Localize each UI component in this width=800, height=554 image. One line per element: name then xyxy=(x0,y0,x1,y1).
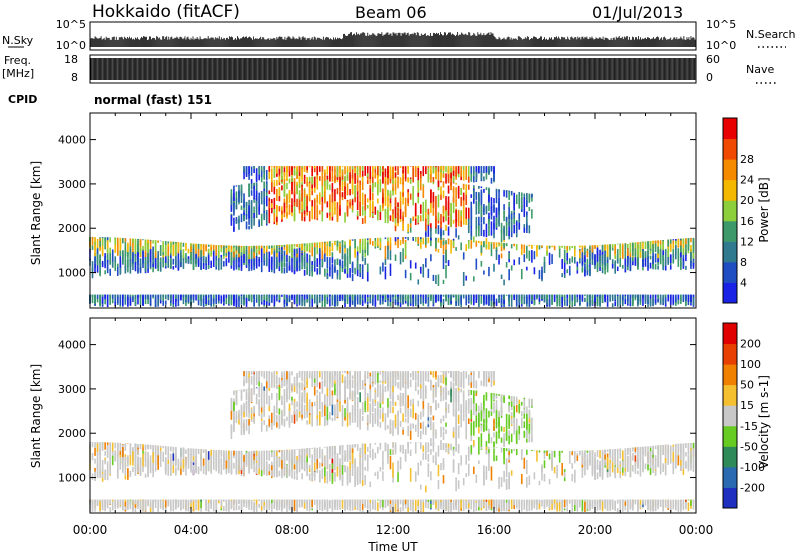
date-title: 01/Jul/2013 xyxy=(592,3,683,22)
nsky-series xyxy=(89,32,697,47)
beam-title: Beam 06 xyxy=(355,3,427,22)
nsky-tick-bottom: 10^0 xyxy=(56,39,86,52)
nave-tick-bottom: 0 xyxy=(706,71,713,84)
cpid-label: CPID xyxy=(8,93,37,106)
freq-unit: [MHz] xyxy=(2,67,34,80)
nsearch-tick-top: 10^5 xyxy=(706,18,736,31)
nsearch-label: N.Search xyxy=(746,28,796,41)
freq-label: Freq. xyxy=(4,54,31,67)
freq-strip: Freq. [MHz] 18 8 60 0 Nave xyxy=(2,53,776,84)
nsky-tick-top: 10^5 xyxy=(56,18,86,31)
nave-label: Nave xyxy=(746,63,774,76)
freq-series xyxy=(89,58,697,80)
nsky-frame xyxy=(89,21,697,51)
nsky-strip: N.Sky 10^5 10^0 10^5 10^0 N.Search xyxy=(2,18,796,52)
station-title: Hokkaido (fitACF) xyxy=(92,2,240,22)
nsearch-tick-bottom: 10^0 xyxy=(706,39,736,52)
freq-tick-bottom: 8 xyxy=(71,71,78,84)
freq-tick-top: 18 xyxy=(64,53,78,66)
nsky-label: N.Sky xyxy=(2,34,34,47)
cpid-value: normal (fast) 151 xyxy=(94,93,212,107)
nave-tick-top: 60 xyxy=(706,53,720,66)
